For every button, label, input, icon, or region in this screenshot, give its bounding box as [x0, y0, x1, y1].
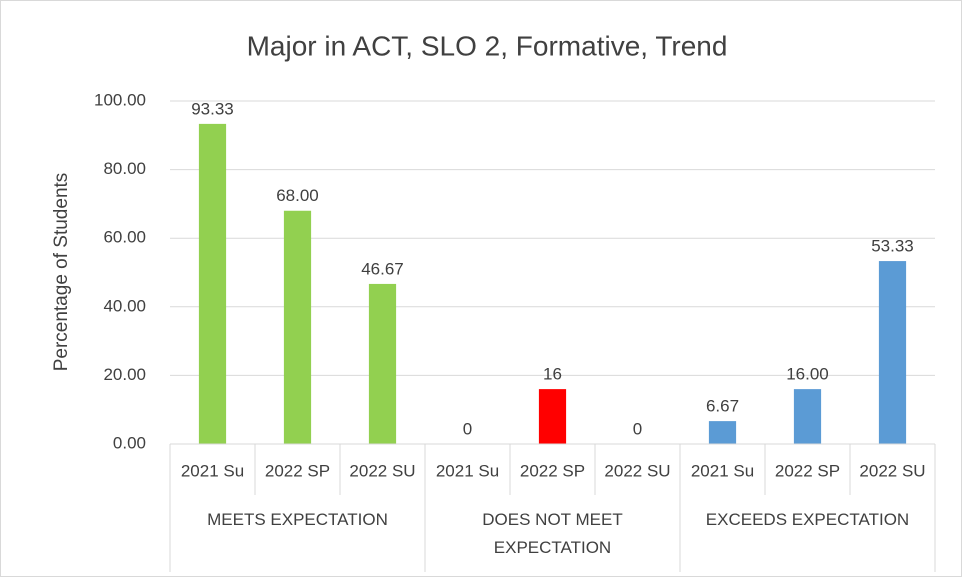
group-label-box: EXCEEDS EXPECTATION	[705, 510, 910, 529]
y-tick-label: 20.00	[103, 365, 146, 384]
bar	[708, 421, 737, 444]
x-tick-label: 2022 SU	[349, 461, 415, 480]
data-label: 6.67	[706, 397, 739, 416]
y-tick-label: 100.00	[94, 90, 146, 109]
x-tick-label: 2022 SP	[520, 461, 585, 480]
x-tick-label: 2022 SP	[775, 461, 840, 480]
x-tick-label: 2021 Su	[181, 461, 244, 480]
data-label: 46.67	[361, 259, 404, 278]
bar	[283, 210, 312, 444]
group-label: EXCEEDS EXPECTATION	[705, 510, 910, 529]
bar	[538, 389, 567, 444]
y-tick-label: 60.00	[103, 228, 146, 247]
chart-title: Major in ACT, SLO 2, Formative, Trend	[247, 30, 728, 61]
bar	[198, 123, 227, 444]
data-label: 16	[543, 365, 562, 384]
y-tick-label: 0.00	[113, 433, 146, 452]
data-label: 68.00	[276, 186, 319, 205]
y-tick-label: 40.00	[103, 296, 146, 315]
group-label: MEETS EXPECTATION	[207, 510, 388, 529]
group-label: DOES NOT MEET EXPECTATION	[482, 510, 623, 557]
data-label: 0	[463, 419, 472, 438]
data-label: 16.00	[786, 365, 829, 384]
x-tick-label: 2022 SU	[859, 461, 925, 480]
y-axis-label: Percentage of Students	[51, 173, 72, 372]
bar	[368, 283, 397, 444]
y-tick-label: 80.00	[103, 159, 146, 178]
bar	[793, 389, 822, 444]
group-label-box: DOES NOT MEET EXPECTATION	[482, 510, 623, 557]
x-tick-label: 2022 SP	[265, 461, 330, 480]
data-label: 0	[633, 419, 642, 438]
group-label-box: MEETS EXPECTATION	[207, 510, 388, 529]
bar	[878, 261, 907, 444]
data-label: 93.33	[191, 99, 234, 118]
x-tick-label: 2021 Su	[436, 461, 499, 480]
x-tick-label: 2021 Su	[691, 461, 754, 480]
data-label: 53.33	[871, 237, 914, 256]
x-tick-label: 2022 SU	[604, 461, 670, 480]
